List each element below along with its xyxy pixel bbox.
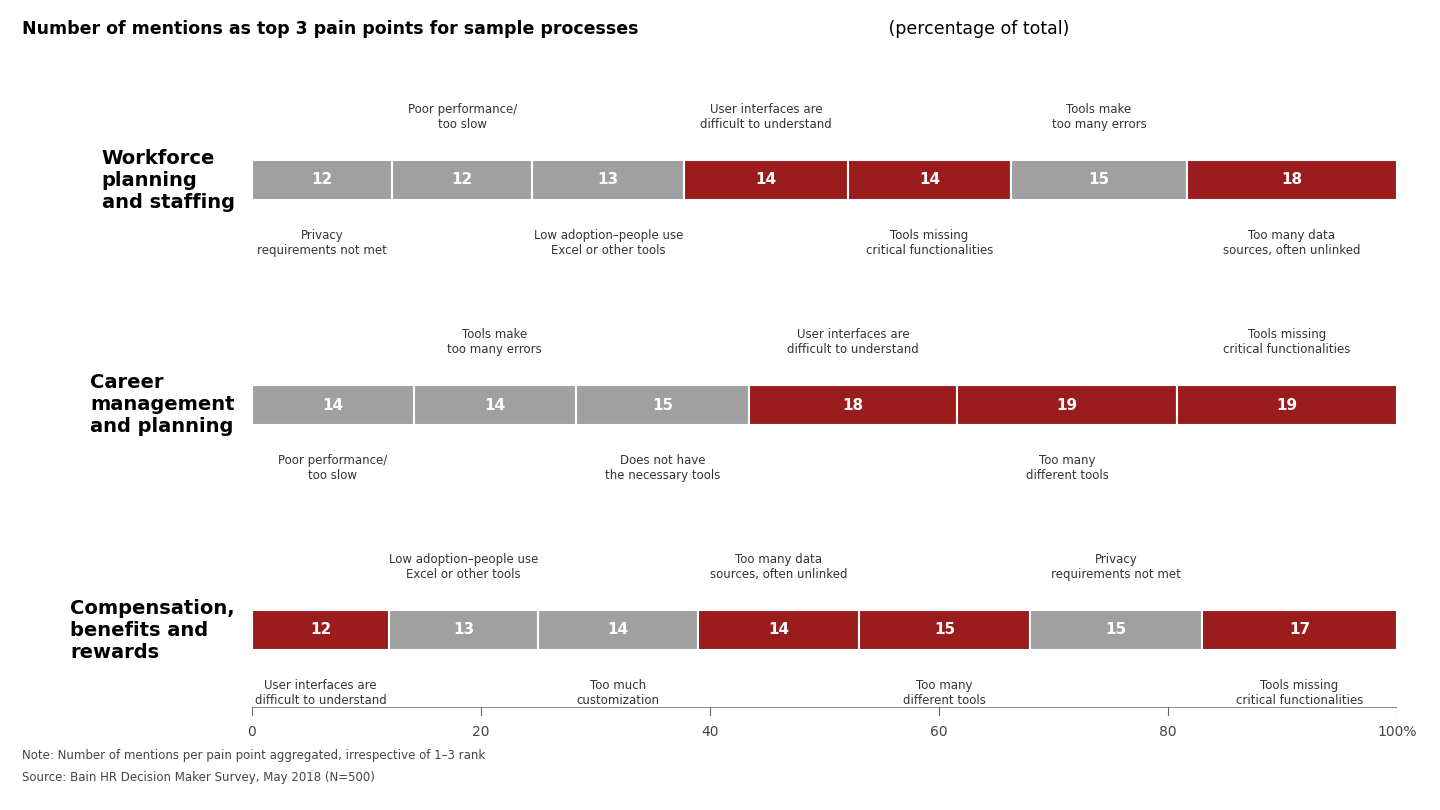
- Text: 12: 12: [311, 173, 333, 187]
- Text: 15: 15: [652, 398, 672, 412]
- Bar: [576, 386, 749, 424]
- Bar: [684, 160, 848, 200]
- Text: Workforce
planning
and staffing: Workforce planning and staffing: [102, 148, 235, 211]
- Text: 0: 0: [248, 726, 256, 740]
- Text: Poor performance/
too slow: Poor performance/ too slow: [408, 104, 517, 131]
- Text: Does not have
the necessary tools: Does not have the necessary tools: [605, 454, 720, 482]
- Bar: [413, 386, 576, 424]
- Text: 13: 13: [454, 623, 474, 637]
- Text: 14: 14: [608, 623, 629, 637]
- Text: 12: 12: [452, 173, 472, 187]
- Text: 20: 20: [472, 726, 490, 740]
- Text: Note: Number of mentions per pain point aggregated, irrespective of 1–3 rank: Note: Number of mentions per pain point …: [22, 749, 485, 762]
- Text: 80: 80: [1159, 726, 1176, 740]
- Bar: [252, 386, 413, 424]
- Text: 18: 18: [1282, 173, 1302, 187]
- Text: 15: 15: [1106, 623, 1128, 637]
- Text: User interfaces are
difficult to understand: User interfaces are difficult to underst…: [700, 104, 832, 131]
- Text: 14: 14: [768, 623, 789, 637]
- Text: Tools missing
critical functionalities: Tools missing critical functionalities: [865, 228, 994, 257]
- Bar: [392, 160, 533, 200]
- Text: Too many
different tools: Too many different tools: [903, 679, 986, 706]
- Text: Too much
customization: Too much customization: [577, 679, 660, 706]
- Text: Too many
different tools: Too many different tools: [1025, 454, 1109, 482]
- Text: 14: 14: [484, 398, 505, 412]
- Bar: [252, 160, 392, 200]
- Bar: [1011, 160, 1187, 200]
- Text: Career
management
and planning: Career management and planning: [91, 373, 235, 437]
- Text: 15: 15: [1089, 173, 1109, 187]
- Text: Low adoption–people use
Excel or other tools: Low adoption–people use Excel or other t…: [389, 553, 539, 582]
- Text: (percentage of total): (percentage of total): [883, 20, 1068, 38]
- Text: Privacy
requirements not met: Privacy requirements not met: [258, 228, 387, 257]
- Text: 12: 12: [310, 623, 331, 637]
- Text: 60: 60: [930, 726, 948, 740]
- Text: Tools missing
critical functionalities: Tools missing critical functionalities: [1236, 679, 1364, 706]
- Text: User interfaces are
difficult to understand: User interfaces are difficult to underst…: [788, 328, 919, 356]
- Bar: [533, 160, 684, 200]
- Text: User interfaces are
difficult to understand: User interfaces are difficult to underst…: [255, 679, 386, 706]
- Text: 18: 18: [842, 398, 864, 412]
- Text: 19: 19: [1057, 398, 1077, 412]
- Bar: [749, 386, 958, 424]
- Text: Poor performance/
too slow: Poor performance/ too slow: [278, 454, 387, 482]
- Text: Tools make
too many errors: Tools make too many errors: [1051, 104, 1146, 131]
- Text: 14: 14: [756, 173, 776, 187]
- Bar: [698, 610, 858, 650]
- Bar: [1031, 610, 1202, 650]
- Bar: [858, 610, 1031, 650]
- Bar: [1176, 386, 1397, 424]
- Bar: [252, 610, 389, 650]
- Text: 17: 17: [1289, 623, 1310, 637]
- Bar: [848, 160, 1011, 200]
- Text: Tools make
too many errors: Tools make too many errors: [448, 328, 543, 356]
- Text: 15: 15: [935, 623, 955, 637]
- Bar: [958, 386, 1176, 424]
- Text: 100%: 100%: [1377, 726, 1417, 740]
- Bar: [389, 610, 539, 650]
- Text: Privacy
requirements not met: Privacy requirements not met: [1051, 553, 1181, 582]
- Bar: [1187, 160, 1397, 200]
- Text: 19: 19: [1276, 398, 1297, 412]
- Text: Too many data
sources, often unlinked: Too many data sources, often unlinked: [1223, 228, 1361, 257]
- Text: Low adoption–people use
Excel or other tools: Low adoption–people use Excel or other t…: [534, 228, 683, 257]
- Text: Too many data
sources, often unlinked: Too many data sources, often unlinked: [710, 553, 847, 582]
- Text: 14: 14: [919, 173, 940, 187]
- Text: 40: 40: [701, 726, 719, 740]
- Text: Number of mentions as top 3 pain points for sample processes: Number of mentions as top 3 pain points …: [22, 20, 638, 38]
- Bar: [1202, 610, 1397, 650]
- Text: 13: 13: [598, 173, 619, 187]
- Text: Tools missing
critical functionalities: Tools missing critical functionalities: [1223, 328, 1351, 356]
- Text: Compensation,
benefits and
rewards: Compensation, benefits and rewards: [71, 599, 235, 662]
- Text: 14: 14: [323, 398, 344, 412]
- Bar: [539, 610, 698, 650]
- Text: Source: Bain HR Decision Maker Survey, May 2018 (N=500): Source: Bain HR Decision Maker Survey, M…: [22, 771, 374, 784]
